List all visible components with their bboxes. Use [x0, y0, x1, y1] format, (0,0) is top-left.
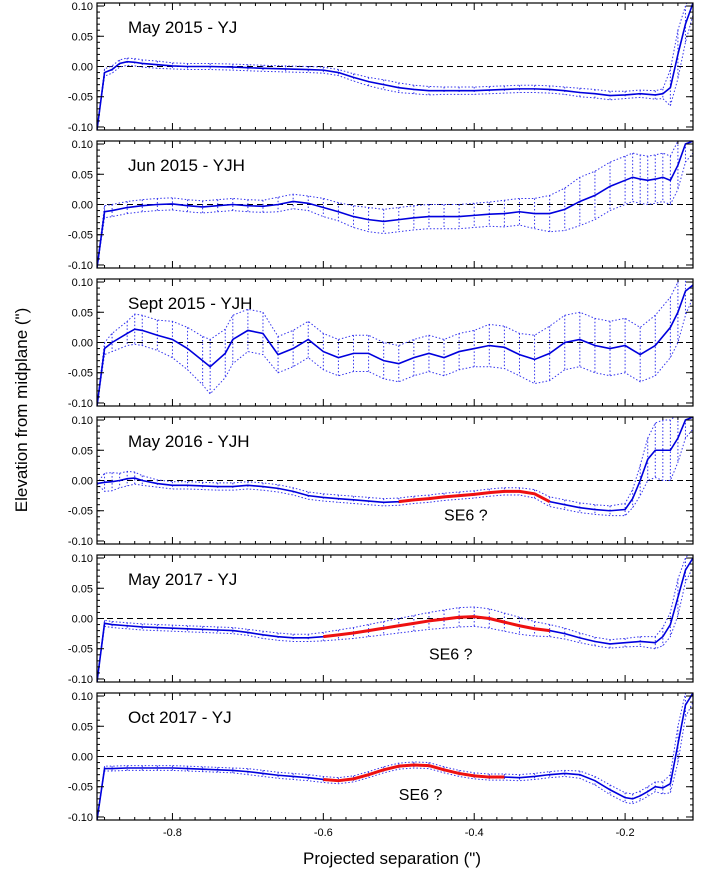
- y-tick-label: -0.10: [68, 260, 93, 272]
- x-tick-label: -0.4: [465, 827, 484, 839]
- y-tick-label: 0.00: [72, 752, 93, 764]
- error-upper: [97, 141, 679, 268]
- panel-title: Sept 2015 - YJH: [128, 294, 252, 313]
- panel-title: Oct 2017 - YJ: [128, 708, 232, 727]
- panel-4: 0.10 0.05 0.00 -0.05 -0.10 May 2016 - YJH SE6 …: [68, 415, 694, 548]
- panel-title: Jun 2015 - YJH: [128, 156, 245, 175]
- y-tick-label: 0.05: [72, 721, 93, 733]
- panel-5: 0.10 0.05 0.00 -0.05 -0.10 May 2017 - YJ SE6 ?: [68, 553, 694, 686]
- y-tick-label: -0.05: [68, 368, 93, 380]
- error-upper: [97, 3, 688, 130]
- error-lower: [97, 296, 693, 406]
- y-tick-label: 0.05: [72, 307, 93, 319]
- y-tick-label: 0.10: [72, 277, 93, 289]
- y-tick-label: -0.10: [68, 536, 93, 548]
- y-tick-label: -0.05: [68, 230, 93, 242]
- highlight-segment: [323, 763, 505, 783]
- y-tick-label: 0.10: [72, 1, 93, 13]
- panel-data: [97, 555, 693, 682]
- error-lower: [97, 152, 693, 268]
- error-lower: [97, 428, 693, 517]
- y-tick-label: 0.10: [72, 553, 93, 565]
- y-tick-label: 0.05: [72, 445, 93, 457]
- y-tick-label: 0.00: [72, 476, 93, 488]
- profile-line: [97, 284, 693, 406]
- y-tick-label: 0.10: [72, 691, 93, 703]
- error-upper: [97, 555, 689, 682]
- error-lower: [97, 701, 693, 820]
- y-tick-label: -0.10: [68, 122, 93, 134]
- y-tick-label: 0.10: [72, 415, 93, 427]
- highlight-segment: [398, 489, 551, 504]
- profile-line: [97, 3, 693, 130]
- x-tick-label: -0.8: [163, 827, 182, 839]
- panel-annotation: SE6 ?: [429, 647, 473, 664]
- y-tick-label: -0.10: [68, 674, 93, 686]
- error-upper: [97, 693, 687, 820]
- panel-2: 0.10 0.05 0.00 -0.05 -0.10 Jun 2015 - YJH: [68, 139, 694, 272]
- panel-data: [97, 141, 693, 268]
- panel-data: [97, 417, 693, 517]
- panel-title: May 2017 - YJ: [128, 570, 237, 589]
- panel-data: [97, 693, 693, 820]
- y-tick-label: 0.00: [72, 62, 93, 74]
- y-tick-label: -0.10: [68, 398, 93, 410]
- y-tick-label: -0.05: [68, 644, 93, 656]
- panel-title: May 2015 - YJ: [128, 18, 237, 37]
- y-tick-label: 0.00: [72, 338, 93, 350]
- y-tick-label: -0.05: [68, 92, 93, 104]
- y-tick-label: -0.05: [68, 506, 93, 518]
- error-upper: [97, 279, 680, 406]
- panel-3: 0.10 0.05 0.00 -0.05 -0.10 Sept 2015 - YJH: [68, 277, 694, 410]
- y-tick-label: 0.05: [72, 169, 93, 181]
- x-axis-title: Projected separation ("): [303, 849, 481, 868]
- y-tick-label: 0.00: [72, 614, 93, 626]
- profile-line: [97, 141, 693, 268]
- panel-6: 0.10 0.05 0.00 -0.05 -0.10 Oct 2017 - YJ SE6 ?…: [68, 691, 694, 839]
- y-axis-title: Elevation from midplane ("): [12, 308, 31, 512]
- y-tick-label: -0.05: [68, 782, 93, 794]
- error-lower: [97, 14, 693, 130]
- y-tick-label: 0.10: [72, 139, 93, 151]
- panel-data: [97, 279, 693, 406]
- panel-1: 0.10 0.05 0.00 -0.05 -0.10 May 2015 - YJ: [68, 1, 694, 134]
- y-tick-label: 0.05: [72, 583, 93, 595]
- panel-annotation: SE6 ?: [444, 507, 488, 524]
- x-tick-label: -0.2: [616, 827, 635, 839]
- y-tick-label: 0.00: [72, 200, 93, 212]
- panel-annotation: SE6 ?: [399, 787, 443, 804]
- panel-title: May 2016 - YJH: [128, 432, 250, 451]
- panel-data: [97, 3, 693, 130]
- x-tick-label: -0.6: [314, 827, 333, 839]
- error-lower: [97, 566, 693, 682]
- y-tick-label: -0.10: [68, 812, 93, 824]
- y-tick-label: 0.05: [72, 31, 93, 43]
- highlight-segment: [323, 615, 550, 639]
